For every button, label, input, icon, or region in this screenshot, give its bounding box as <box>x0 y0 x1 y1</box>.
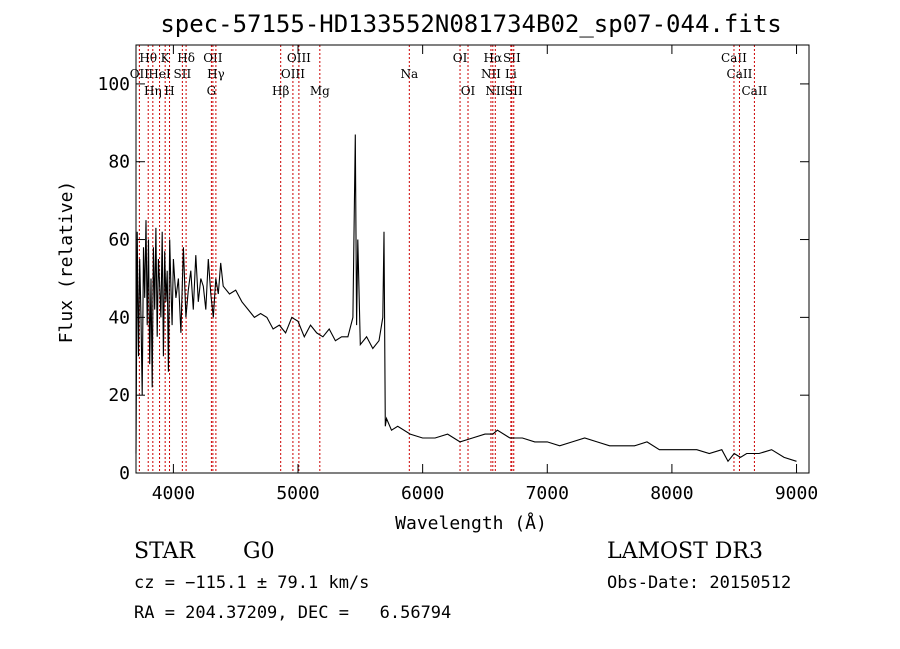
y-axis-label: Flux (relative) <box>56 181 77 344</box>
x-tick-label: 7000 <box>526 483 569 504</box>
y-tick-label: 100 <box>97 74 130 95</box>
line-marker-label: K <box>161 51 171 65</box>
line-marker-label: NII <box>481 67 501 81</box>
spectral-subclass: G0 <box>243 539 275 564</box>
x-axis-label: Wavelength (Å) <box>395 512 547 534</box>
line-marker-label: SII <box>505 84 523 98</box>
line-marker-label: OIII <box>281 67 305 81</box>
line-marker-label: OI <box>461 84 476 98</box>
line-marker-label: Hα <box>484 51 503 65</box>
x-tick-label: 5000 <box>276 483 319 504</box>
line-marker-label: OI <box>453 51 468 65</box>
line-marker-label: OII <box>130 67 150 81</box>
y-tick-label: 40 <box>108 307 130 328</box>
line-marker-label: G <box>207 84 217 98</box>
line-marker-label: SII <box>503 51 521 65</box>
x-tick-label: 9000 <box>775 483 818 504</box>
line-marker-label: Li <box>505 67 517 81</box>
line-marker-label: CaII <box>727 67 753 81</box>
x-tick-label: 4000 <box>152 483 195 504</box>
line-marker-label: Hη <box>144 84 162 98</box>
observation-date: Obs-Date: 20150512 <box>607 573 792 593</box>
coordinates: RA = 204.37209, DEC = 6.56794 <box>134 603 452 623</box>
y-tick-label: 60 <box>108 230 130 251</box>
line-marker-label: Hγ <box>207 67 225 81</box>
line-marker-label: NII <box>485 84 505 98</box>
plot-frame <box>135 44 810 474</box>
y-tick-label: 20 <box>108 385 130 406</box>
y-tick-label: 0 <box>119 463 130 484</box>
axes: 4000 5000 6000 7000 8000 9000 0 20 40 60 80 100 <box>97 45 818 504</box>
line-marker-label: SII <box>174 67 192 81</box>
y-tick-label: 80 <box>108 152 130 173</box>
line-marker-label: OIII <box>287 51 311 65</box>
chart-title: spec-57155-HD133552N081734B02_sp07-044.f… <box>160 10 781 38</box>
x-tick-label: 8000 <box>650 483 693 504</box>
emission-line-markers: HθOIIHηKHeIHSIIHδGOIIHγHβOIIIOIIIMgNaOIO… <box>130 45 768 473</box>
line-marker-label: CaII <box>721 51 747 65</box>
spectrum-line <box>135 134 797 463</box>
line-marker-label: H <box>164 84 174 98</box>
x-tick-label: 6000 <box>401 483 444 504</box>
line-marker-label: Mg <box>310 84 330 98</box>
line-marker-label: Hβ <box>272 84 289 98</box>
line-marker-label: CaII <box>741 84 767 98</box>
line-marker-label: Na <box>400 67 418 81</box>
object-type: STAR <box>134 539 195 564</box>
survey-name: LAMOST DR3 <box>607 539 763 564</box>
redshift-velocity: cz = −115.1 ± 79.1 km/s <box>134 573 370 593</box>
line-marker-label: HeI <box>148 67 171 81</box>
line-marker-label: OII <box>203 51 223 65</box>
line-marker-label: Hδ <box>177 51 195 65</box>
line-marker-label: Hθ <box>139 51 157 65</box>
